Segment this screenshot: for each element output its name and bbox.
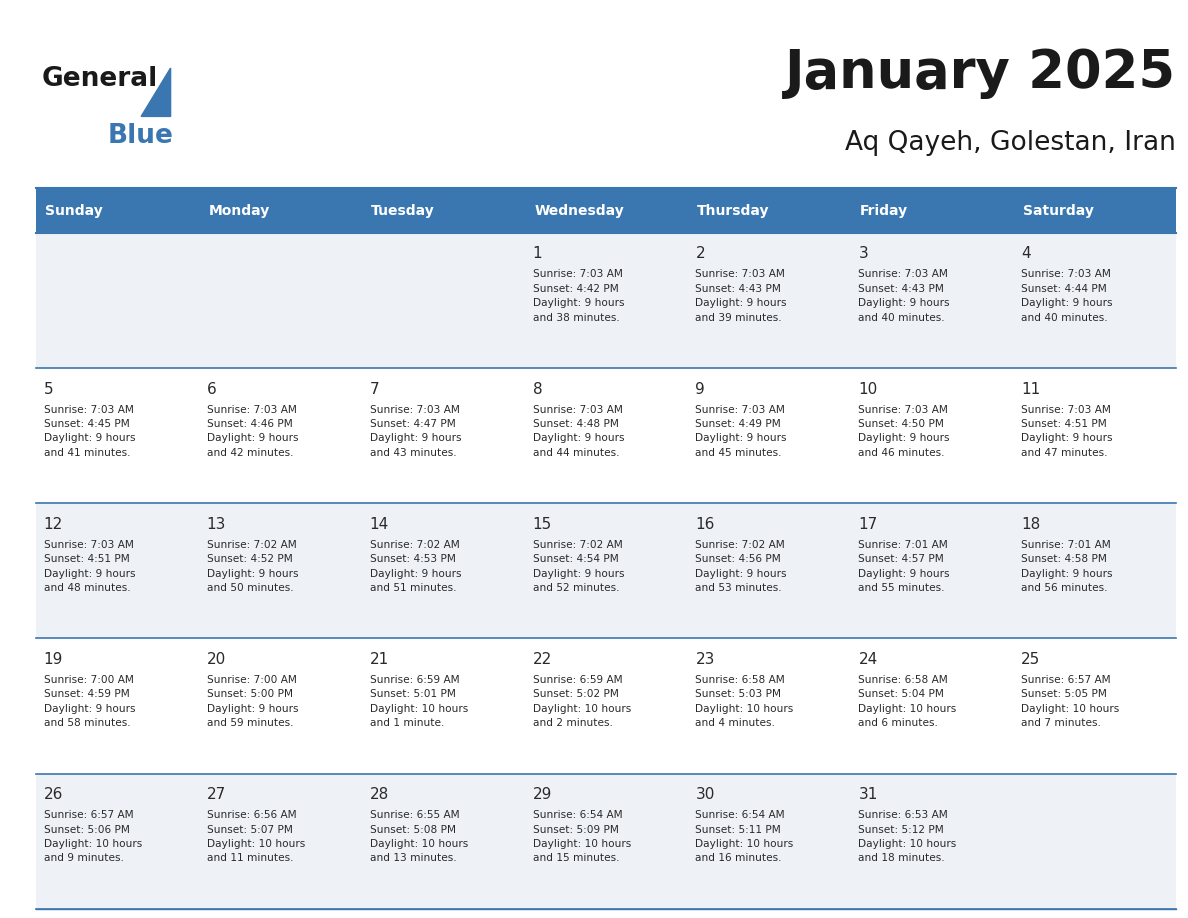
Text: Sunrise: 6:56 AM
Sunset: 5:07 PM
Daylight: 10 hours
and 11 minutes.: Sunrise: 6:56 AM Sunset: 5:07 PM Dayligh… (207, 810, 305, 863)
Text: 28: 28 (369, 787, 388, 802)
Text: Sunrise: 6:57 AM
Sunset: 5:06 PM
Daylight: 10 hours
and 9 minutes.: Sunrise: 6:57 AM Sunset: 5:06 PM Dayligh… (44, 810, 143, 863)
Text: Thursday: Thursday (697, 204, 770, 218)
Text: 24: 24 (859, 652, 878, 667)
Text: Sunrise: 7:02 AM
Sunset: 4:52 PM
Daylight: 9 hours
and 50 minutes.: Sunrise: 7:02 AM Sunset: 4:52 PM Dayligh… (207, 540, 298, 593)
Text: Sunrise: 7:03 AM
Sunset: 4:46 PM
Daylight: 9 hours
and 42 minutes.: Sunrise: 7:03 AM Sunset: 4:46 PM Dayligh… (207, 405, 298, 458)
Text: Sunrise: 6:53 AM
Sunset: 5:12 PM
Daylight: 10 hours
and 18 minutes.: Sunrise: 6:53 AM Sunset: 5:12 PM Dayligh… (859, 810, 956, 863)
Text: 23: 23 (695, 652, 715, 667)
Text: 16: 16 (695, 517, 715, 532)
Text: Sunrise: 7:00 AM
Sunset: 5:00 PM
Daylight: 9 hours
and 59 minutes.: Sunrise: 7:00 AM Sunset: 5:00 PM Dayligh… (207, 675, 298, 728)
Text: 8: 8 (532, 382, 542, 397)
Text: Aq Qayeh, Golestan, Iran: Aq Qayeh, Golestan, Iran (845, 129, 1176, 156)
Text: 14: 14 (369, 517, 388, 532)
Text: January 2025: January 2025 (785, 47, 1176, 99)
Text: 29: 29 (532, 787, 552, 802)
Text: 30: 30 (695, 787, 715, 802)
Text: 13: 13 (207, 517, 226, 532)
Text: Sunrise: 7:03 AM
Sunset: 4:43 PM
Daylight: 9 hours
and 40 minutes.: Sunrise: 7:03 AM Sunset: 4:43 PM Dayligh… (859, 269, 950, 322)
Text: Sunrise: 6:59 AM
Sunset: 5:02 PM
Daylight: 10 hours
and 2 minutes.: Sunrise: 6:59 AM Sunset: 5:02 PM Dayligh… (532, 675, 631, 728)
Text: 4: 4 (1022, 246, 1031, 262)
Text: Sunrise: 6:59 AM
Sunset: 5:01 PM
Daylight: 10 hours
and 1 minute.: Sunrise: 6:59 AM Sunset: 5:01 PM Dayligh… (369, 675, 468, 728)
Text: 17: 17 (859, 517, 878, 532)
Text: 27: 27 (207, 787, 226, 802)
Text: Sunrise: 6:57 AM
Sunset: 5:05 PM
Daylight: 10 hours
and 7 minutes.: Sunrise: 6:57 AM Sunset: 5:05 PM Dayligh… (1022, 675, 1119, 728)
Text: Sunrise: 7:03 AM
Sunset: 4:45 PM
Daylight: 9 hours
and 41 minutes.: Sunrise: 7:03 AM Sunset: 4:45 PM Dayligh… (44, 405, 135, 458)
Text: 31: 31 (859, 787, 878, 802)
Polygon shape (141, 68, 171, 117)
Text: Blue: Blue (108, 123, 173, 150)
Text: 22: 22 (532, 652, 551, 667)
Text: Sunrise: 7:03 AM
Sunset: 4:49 PM
Daylight: 9 hours
and 45 minutes.: Sunrise: 7:03 AM Sunset: 4:49 PM Dayligh… (695, 405, 786, 458)
Text: Sunrise: 7:01 AM
Sunset: 4:58 PM
Daylight: 9 hours
and 56 minutes.: Sunrise: 7:01 AM Sunset: 4:58 PM Dayligh… (1022, 540, 1113, 593)
Text: Sunrise: 7:01 AM
Sunset: 4:57 PM
Daylight: 9 hours
and 55 minutes.: Sunrise: 7:01 AM Sunset: 4:57 PM Dayligh… (859, 540, 950, 593)
Text: 15: 15 (532, 517, 551, 532)
Text: Sunrise: 7:03 AM
Sunset: 4:51 PM
Daylight: 9 hours
and 47 minutes.: Sunrise: 7:03 AM Sunset: 4:51 PM Dayligh… (1022, 405, 1113, 458)
Text: Sunrise: 7:03 AM
Sunset: 4:44 PM
Daylight: 9 hours
and 40 minutes.: Sunrise: 7:03 AM Sunset: 4:44 PM Dayligh… (1022, 269, 1113, 322)
Text: 9: 9 (695, 382, 706, 397)
Text: 3: 3 (859, 246, 868, 262)
Text: Sunrise: 7:02 AM
Sunset: 4:54 PM
Daylight: 9 hours
and 52 minutes.: Sunrise: 7:02 AM Sunset: 4:54 PM Dayligh… (532, 540, 624, 593)
Text: Saturday: Saturday (1023, 204, 1094, 218)
Text: 21: 21 (369, 652, 388, 667)
Text: Sunrise: 7:03 AM
Sunset: 4:42 PM
Daylight: 9 hours
and 38 minutes.: Sunrise: 7:03 AM Sunset: 4:42 PM Dayligh… (532, 269, 624, 322)
Text: Sunrise: 7:03 AM
Sunset: 4:50 PM
Daylight: 9 hours
and 46 minutes.: Sunrise: 7:03 AM Sunset: 4:50 PM Dayligh… (859, 405, 950, 458)
Text: 11: 11 (1022, 382, 1041, 397)
Text: 10: 10 (859, 382, 878, 397)
Text: 6: 6 (207, 382, 216, 397)
Text: Sunrise: 6:58 AM
Sunset: 5:03 PM
Daylight: 10 hours
and 4 minutes.: Sunrise: 6:58 AM Sunset: 5:03 PM Dayligh… (695, 675, 794, 728)
Text: 1: 1 (532, 246, 542, 262)
Text: Sunday: Sunday (45, 204, 103, 218)
Text: Sunrise: 6:55 AM
Sunset: 5:08 PM
Daylight: 10 hours
and 13 minutes.: Sunrise: 6:55 AM Sunset: 5:08 PM Dayligh… (369, 810, 468, 863)
Text: Sunrise: 7:03 AM
Sunset: 4:48 PM
Daylight: 9 hours
and 44 minutes.: Sunrise: 7:03 AM Sunset: 4:48 PM Dayligh… (532, 405, 624, 458)
Text: Wednesday: Wednesday (535, 204, 624, 218)
Text: General: General (42, 66, 158, 93)
Text: Sunrise: 6:54 AM
Sunset: 5:09 PM
Daylight: 10 hours
and 15 minutes.: Sunrise: 6:54 AM Sunset: 5:09 PM Dayligh… (532, 810, 631, 863)
Text: Monday: Monday (208, 204, 270, 218)
Text: 18: 18 (1022, 517, 1041, 532)
Text: Sunrise: 6:58 AM
Sunset: 5:04 PM
Daylight: 10 hours
and 6 minutes.: Sunrise: 6:58 AM Sunset: 5:04 PM Dayligh… (859, 675, 956, 728)
Text: Sunrise: 7:00 AM
Sunset: 4:59 PM
Daylight: 9 hours
and 58 minutes.: Sunrise: 7:00 AM Sunset: 4:59 PM Dayligh… (44, 675, 135, 728)
Text: 25: 25 (1022, 652, 1041, 667)
Text: Sunrise: 7:03 AM
Sunset: 4:51 PM
Daylight: 9 hours
and 48 minutes.: Sunrise: 7:03 AM Sunset: 4:51 PM Dayligh… (44, 540, 135, 593)
Text: 26: 26 (44, 787, 63, 802)
Text: Sunrise: 7:02 AM
Sunset: 4:53 PM
Daylight: 9 hours
and 51 minutes.: Sunrise: 7:02 AM Sunset: 4:53 PM Dayligh… (369, 540, 461, 593)
Text: 19: 19 (44, 652, 63, 667)
Text: 7: 7 (369, 382, 379, 397)
Text: 5: 5 (44, 382, 53, 397)
Text: 2: 2 (695, 246, 706, 262)
Text: Sunrise: 7:03 AM
Sunset: 4:43 PM
Daylight: 9 hours
and 39 minutes.: Sunrise: 7:03 AM Sunset: 4:43 PM Dayligh… (695, 269, 786, 322)
Text: Sunrise: 7:03 AM
Sunset: 4:47 PM
Daylight: 9 hours
and 43 minutes.: Sunrise: 7:03 AM Sunset: 4:47 PM Dayligh… (369, 405, 461, 458)
Text: Tuesday: Tuesday (372, 204, 435, 218)
Text: Sunrise: 7:02 AM
Sunset: 4:56 PM
Daylight: 9 hours
and 53 minutes.: Sunrise: 7:02 AM Sunset: 4:56 PM Dayligh… (695, 540, 786, 593)
Text: 12: 12 (44, 517, 63, 532)
Text: Sunrise: 6:54 AM
Sunset: 5:11 PM
Daylight: 10 hours
and 16 minutes.: Sunrise: 6:54 AM Sunset: 5:11 PM Dayligh… (695, 810, 794, 863)
Text: 20: 20 (207, 652, 226, 667)
Text: Friday: Friday (860, 204, 908, 218)
